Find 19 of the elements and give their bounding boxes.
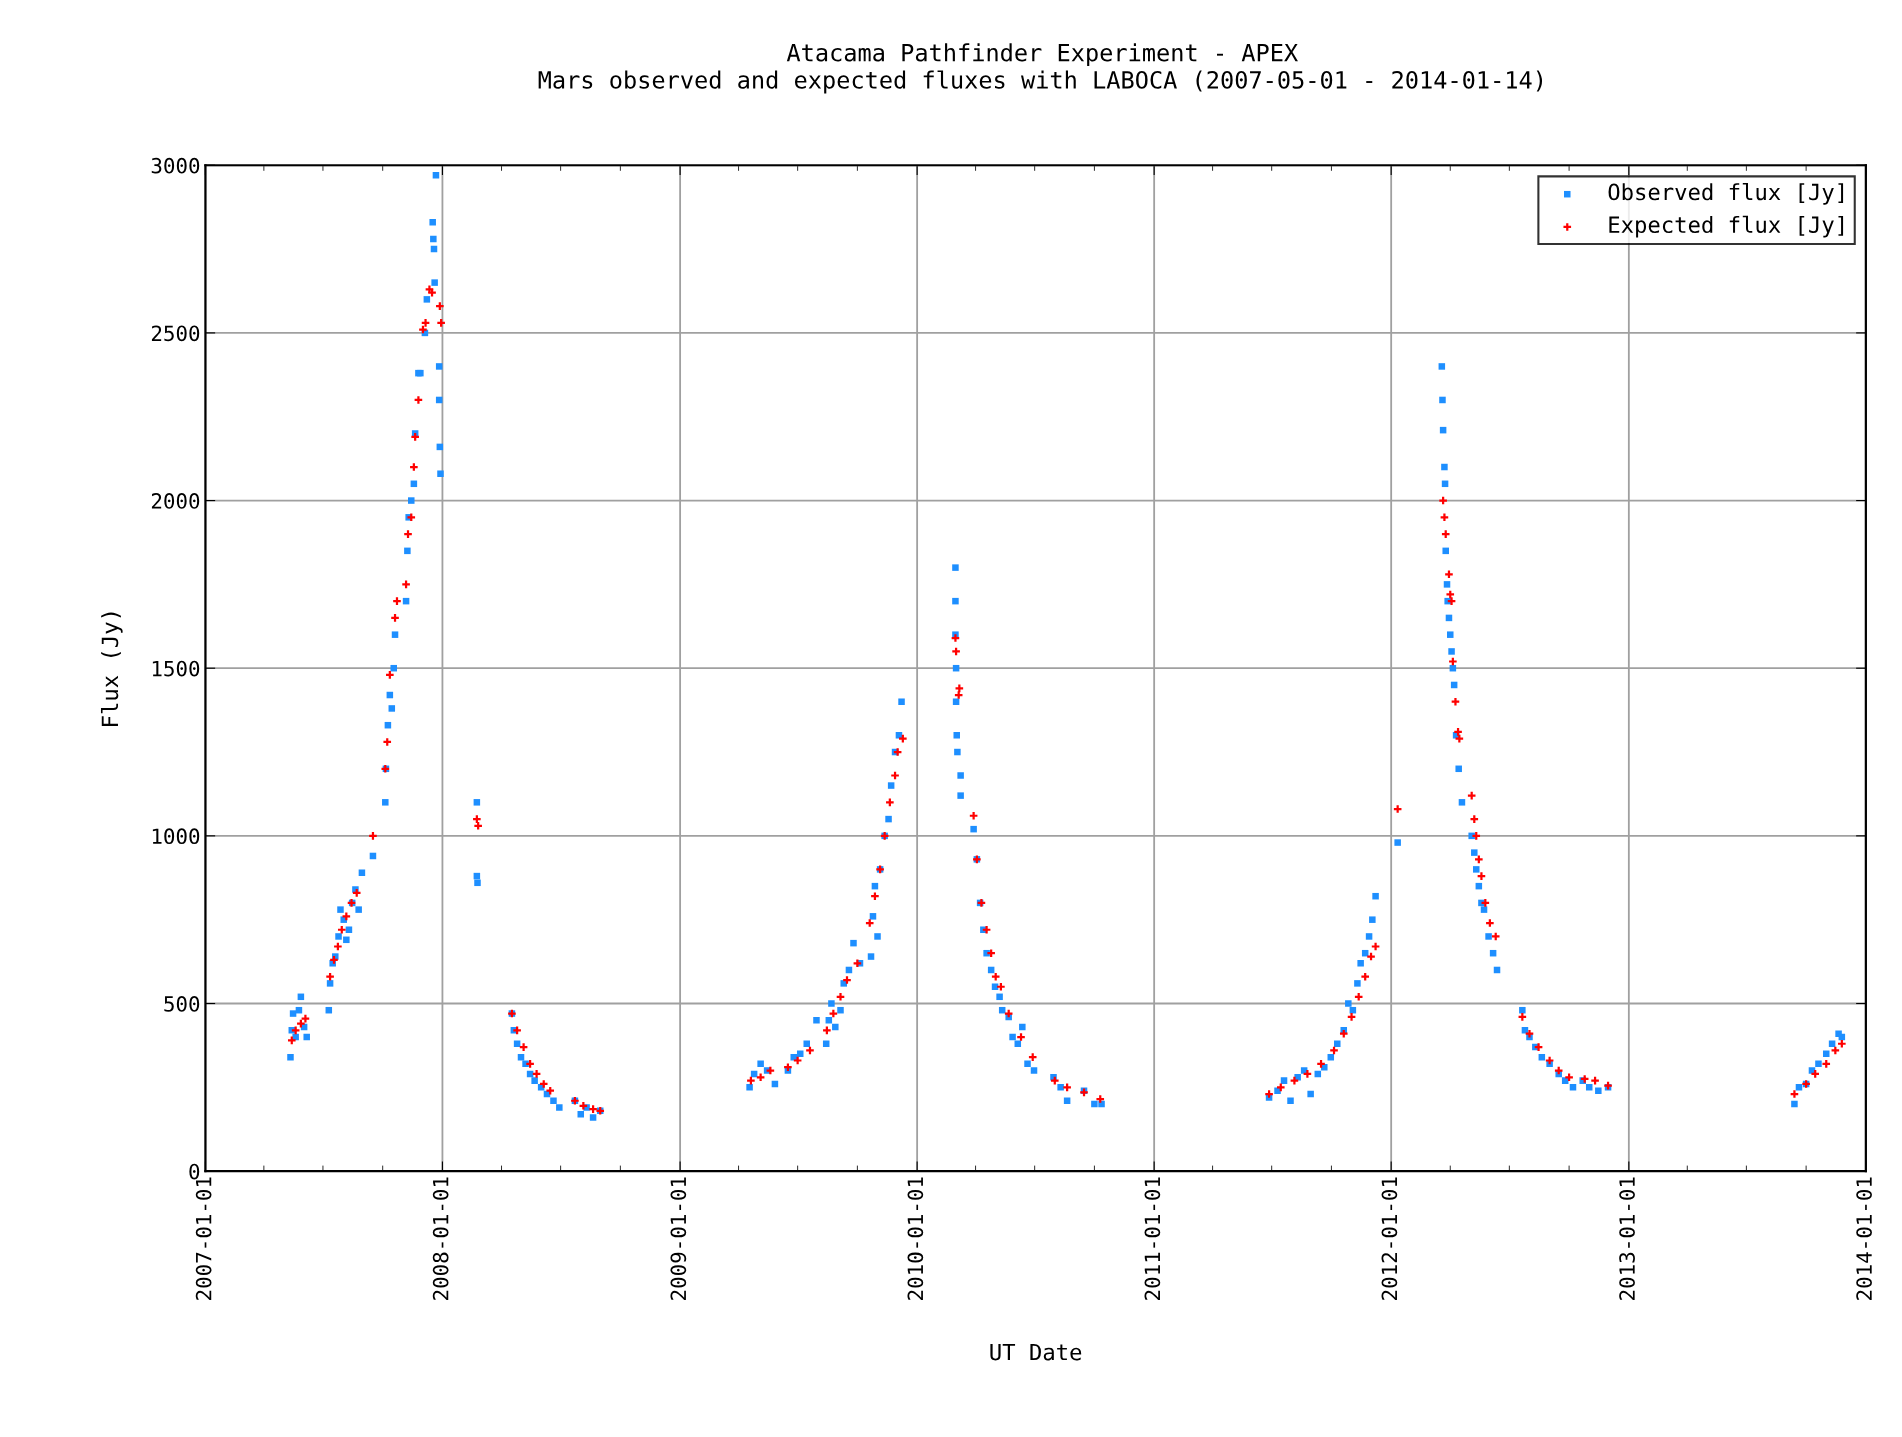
chart-subtitle: Mars observed and expected fluxes with LABOCA (2007-05-01 - 2014-01-14) (538, 70, 1543, 94)
y-tick-label: 1000 (152, 828, 200, 845)
y-tick-label: 500 (164, 996, 200, 1012)
x-tick-label: 2012-01-01 (1381, 1177, 1398, 1300)
legend-label: Expected flux [Jy] (1609, 215, 1844, 238)
y-tick-label: 2500 (151, 325, 200, 342)
y-axis-title: Flux (Jy) (100, 612, 123, 726)
chart-title: Atacama Pathfinder Experiment - APEX (786, 43, 1298, 67)
legend-label: Observed flux [Jy] (1608, 183, 1844, 205)
y-tick-label: 2000 (151, 493, 200, 509)
x-tick-label: 2011-01-01 (1144, 1177, 1161, 1300)
x-tick-label: 2008-01-01 (432, 1177, 449, 1300)
x-tick-label: 2014-01-01 (1856, 1177, 1872, 1300)
y-tick-label: 1500 (152, 660, 200, 677)
x-tick-label: 2010-01-01 (907, 1177, 924, 1300)
x-tick-label: 2009-01-01 (670, 1177, 687, 1300)
x-tick-label: 2013-01-01 (1619, 1177, 1635, 1300)
x-axis-title: UT Date (990, 1343, 1082, 1361)
y-tick-label: 3000 (151, 157, 200, 174)
